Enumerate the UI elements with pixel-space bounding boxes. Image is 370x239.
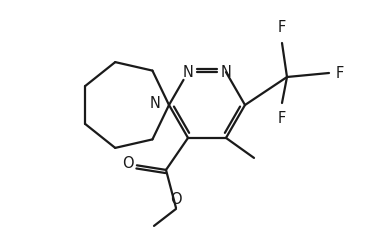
Text: N: N — [149, 96, 161, 110]
Text: F: F — [336, 65, 344, 81]
Text: N: N — [182, 65, 194, 80]
Text: F: F — [278, 20, 286, 35]
Text: F: F — [278, 111, 286, 126]
Text: O: O — [122, 156, 134, 171]
Text: O: O — [170, 192, 182, 207]
Text: N: N — [221, 65, 232, 80]
